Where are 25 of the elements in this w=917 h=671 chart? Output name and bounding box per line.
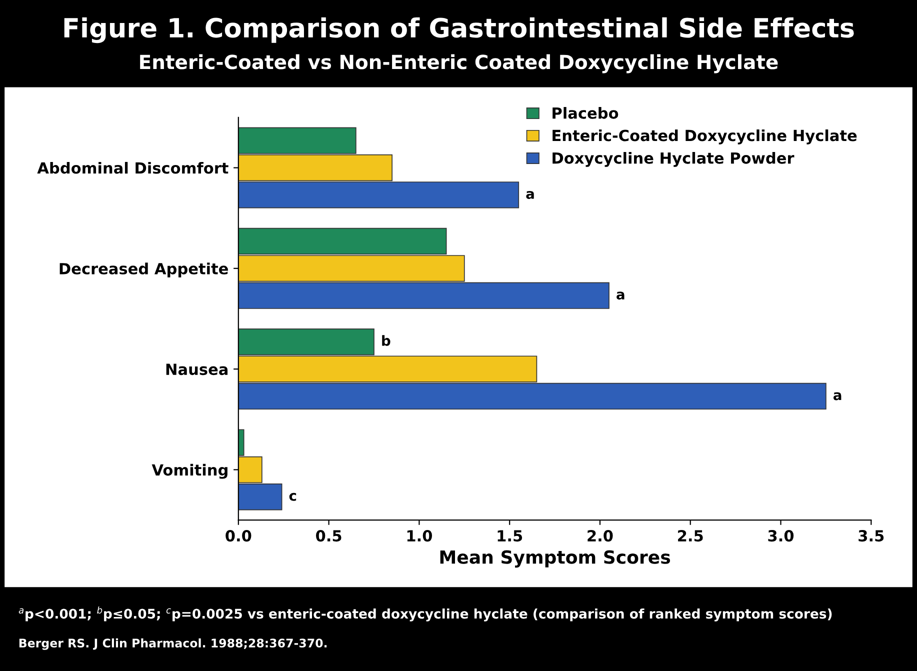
data-label: b xyxy=(382,335,390,346)
text: Berger RS. J Clin Pharmacol. 1988;28:367-370. xyxy=(19,638,327,650)
x-tick-label: 2.5 xyxy=(678,530,703,542)
x-tick-label: 3.0 xyxy=(768,530,794,542)
legend-label: Placebo xyxy=(552,107,618,119)
x-tick-label: 1.5 xyxy=(498,530,522,542)
data-label: a xyxy=(526,190,534,199)
chart-subtitle: Enteric-Coated vs Non-Enteric Coated Doxycycline Hyclate xyxy=(140,54,778,74)
legend-label: Enteric-Coated Doxycycline Hyclate xyxy=(552,129,857,144)
data-label: c xyxy=(289,492,296,501)
x-tick-label: 0.0 xyxy=(226,530,252,542)
x-tick-label: 2.0 xyxy=(588,530,613,542)
y-tick-label: Nausea xyxy=(166,364,228,376)
data-label: a xyxy=(616,292,624,300)
x-tick-label: 3.5 xyxy=(858,530,884,542)
y-tick-label: Vomiting xyxy=(152,464,228,479)
y-tick-label: Abdominal Discomfort xyxy=(37,162,228,174)
x-tick-label: 1.0 xyxy=(407,530,432,542)
x-tick-label: 0.5 xyxy=(316,530,342,542)
x-axis-title: Mean Symptom Scores xyxy=(440,550,670,568)
chart-title: Figure 1. Comparison of Gastrointestinal Side Effects xyxy=(64,17,854,44)
data-label: a xyxy=(833,392,842,400)
legend-label: Doxycycline Hyclate Powder xyxy=(552,152,794,167)
y-tick-label: Decreased Appetite xyxy=(60,262,228,278)
text: $^{a}$p<0.001; $^{b}$p≤0.05; $^{c}$p=0.0025 vs enteric-coated doxycycline hyclate (comparison of ranked symptom scores) xyxy=(18,606,832,622)
